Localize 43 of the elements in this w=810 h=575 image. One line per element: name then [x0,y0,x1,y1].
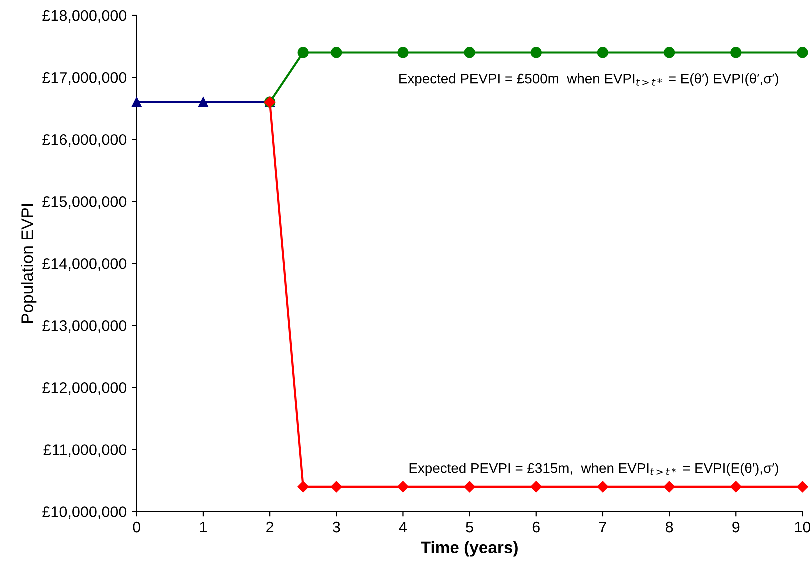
point [797,47,808,58]
point [597,47,609,58]
point [331,47,342,58]
annotation: Expected PEVPI = £315m, when EVPI$_{t>t*}$ = EVPI(E(θ′),σ′) [410,463,778,476]
point [730,481,742,493]
point [664,481,676,493]
x-tick-label: 0 [133,522,141,533]
x-tick-label: 1 [200,522,207,533]
point [298,481,309,493]
x-tick-label: 6 [532,522,540,533]
point [331,481,342,493]
y-tick-label: £18,000,000 [42,10,127,24]
y-tick-label: £10,000,000 [42,506,127,520]
point [530,481,542,493]
y-tick-label: £17,000,000 [42,72,127,86]
point [464,47,476,58]
x-tick-label: 7 [600,522,606,533]
point [398,481,409,493]
point [298,47,309,58]
x-tick-label: 3 [332,522,340,533]
point [198,98,208,108]
y-tick-label: £14,000,000 [42,258,127,272]
x-tick-label: 9 [732,522,740,533]
y-tick-label: £15,000,000 [42,196,127,210]
x-tick-label: 5 [466,522,474,533]
point [464,481,476,493]
x-tick-label: 8 [666,522,674,533]
y-axis-title: Population EVPI [21,204,37,323]
y-tick-label: £13,000,000 [42,320,127,334]
annotation: Expected PEVPI = £500m when EVPI$_{t>t*}$ = E(θ′) EVPI(θ′,σ′) [400,74,778,86]
y-tick-label: £16,000,000 [42,134,127,148]
point [530,47,542,58]
point [730,47,742,58]
point [597,481,609,493]
point [797,481,808,493]
point [398,47,409,58]
y-tick-label: £12,000,000 [42,382,127,396]
x-tick-label: 2 [266,522,274,533]
y-tick-label: £11,000,000 [44,444,127,458]
point [664,47,676,58]
point [132,98,142,108]
x-tick-label: 4 [399,522,408,533]
x-axis-title: Time (years) [421,541,518,557]
